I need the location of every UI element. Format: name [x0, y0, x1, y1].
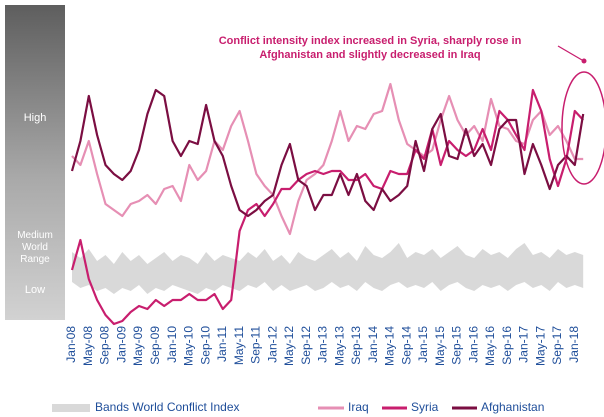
x-tick-label: Sep-10 [198, 326, 212, 365]
arrow-head [581, 58, 587, 64]
x-tick-label: Jan-13 [316, 326, 330, 363]
series-line [70, 88, 585, 326]
x-tick-label: Jan-17 [517, 326, 531, 363]
x-tick-label: May-17 [533, 326, 547, 366]
x-tick-label: May-15 [433, 326, 447, 366]
legend-label: Bands World Conflict Index [95, 400, 240, 414]
range-panel [5, 5, 65, 320]
x-tick-label: May-14 [383, 326, 397, 366]
side-label: Medium World Range [17, 230, 53, 265]
plot: Jan-08 May-08 Sep-08 Jan-09 May-09 Sep-09 Jan-… [52, 82, 585, 414]
band-area [72, 243, 584, 294]
x-tick-label: Jan-10 [165, 326, 179, 363]
series-line [71, 82, 584, 236]
highlight-ellipse [561, 71, 604, 185]
x-tick-label: Sep-14 [399, 326, 413, 365]
annotation: Conflict intensity index increased in Sy… [218, 35, 522, 61]
x-tick-label: Jan-09 [114, 326, 128, 363]
x-tick-label: Jan-16 [466, 326, 480, 363]
x-tick-label: May-10 [181, 326, 195, 366]
x-tick-label: Sep-09 [148, 326, 162, 365]
x-tick-label: May-09 [131, 326, 145, 366]
x-tick-label: Jan-18 [567, 326, 581, 363]
legend-label: Iraq [348, 400, 369, 414]
x-tick-label: May-12 [282, 326, 296, 366]
x-tick-label: Sep-16 [500, 326, 514, 365]
x-tick-label: May-11 [232, 326, 246, 365]
series-line [70, 88, 585, 218]
x-tick-label: Sep-11 [249, 326, 263, 364]
x-tick-label: Sep-12 [299, 326, 313, 365]
x-tick-label: Sep-15 [450, 326, 464, 365]
x-tick-label: Jan-11 [215, 326, 229, 362]
x-tick-label: Jan-12 [265, 326, 279, 363]
x-tick-label: Jan-15 [416, 326, 430, 363]
legend-label: Syria [411, 400, 439, 414]
legend-label: Afghanistan [481, 400, 544, 414]
x-tick-label: Jan-14 [366, 326, 380, 363]
arrow [557, 45, 583, 61]
legend-swatch [52, 404, 90, 412]
x-tick-label: Sep-08 [98, 326, 112, 365]
x-tick-label: Jan-08 [64, 326, 78, 363]
side-label: High [23, 112, 47, 124]
x-tick-label: May-16 [483, 326, 497, 366]
side-label: Low [24, 284, 46, 296]
x-tick-label: Sep-17 [550, 326, 564, 365]
x-tick-label: May-08 [81, 326, 95, 366]
x-tick-label: May-13 [332, 326, 346, 366]
x-tick-label: Sep-13 [349, 326, 363, 365]
